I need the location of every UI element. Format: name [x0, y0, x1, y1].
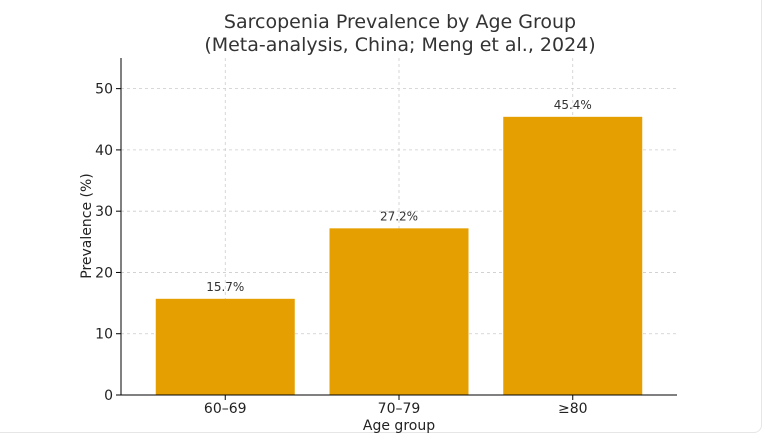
data-label-layer: 15.7% 27.2% 45.4%	[206, 98, 592, 294]
bar-layer	[155, 116, 643, 396]
bar-2	[503, 116, 643, 396]
x-tick-label: 70–79	[378, 401, 421, 417]
y-tick-label: 50	[95, 82, 113, 98]
bar-0	[155, 298, 295, 395]
y-tick-layer: 0 10 20 30 40 50	[95, 82, 121, 404]
y-tick-label: 10	[95, 327, 113, 343]
chart-title: Sarcopenia Prevalence by Age Group	[224, 11, 576, 33]
y-tick-label: 0	[104, 388, 113, 404]
data-label: 27.2%	[380, 209, 418, 223]
data-label: 15.7%	[206, 280, 244, 294]
x-tick-label: 60–69	[204, 401, 247, 417]
y-tick-label: 20	[95, 265, 113, 281]
bar-1	[329, 228, 469, 395]
chart-subtitle: (Meta-analysis, China; Meng et al., 2024…	[204, 34, 595, 56]
y-tick-label: 30	[95, 204, 113, 220]
y-axis-label: Prevalence (%)	[79, 173, 95, 279]
y-tick-label: 40	[95, 143, 113, 159]
x-tick-layer: 60–69 70–79 ≥80	[204, 395, 588, 417]
x-tick-label: ≥80	[558, 401, 588, 417]
data-label: 45.4%	[554, 98, 592, 112]
x-axis-label: Age group	[363, 418, 435, 434]
